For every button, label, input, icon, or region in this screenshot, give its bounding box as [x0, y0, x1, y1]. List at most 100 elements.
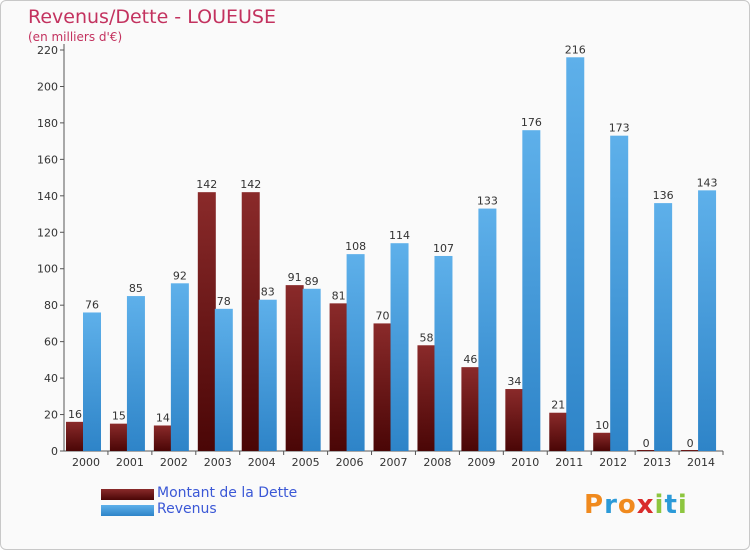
- data-label: 92: [173, 269, 187, 282]
- logo-letter: o: [617, 490, 637, 520]
- legend-label-revenue: Revenus: [157, 501, 217, 517]
- data-label: 142: [196, 178, 217, 191]
- data-label: 133: [477, 195, 498, 208]
- y-tick-label: 0: [51, 445, 58, 458]
- data-label: 89: [305, 275, 319, 288]
- data-label: 10: [595, 419, 609, 432]
- chart-title: Revenus/Dette - LOUEUSE: [28, 6, 276, 28]
- x-tick-label: 2000: [72, 456, 100, 469]
- x-tick-label: 2003: [204, 456, 232, 469]
- logo-letter: t: [664, 490, 678, 520]
- bar-debt: [505, 389, 524, 451]
- x-tick-label: 2007: [380, 456, 408, 469]
- bar-revenue: [302, 288, 321, 451]
- x-tick-label: 2010: [511, 456, 539, 469]
- data-label: 142: [240, 178, 261, 191]
- data-label: 173: [609, 122, 630, 135]
- bar-debt: [329, 303, 348, 451]
- bar-debt: [681, 450, 700, 451]
- bar-debt: [373, 323, 392, 451]
- x-tick-label: 2005: [292, 456, 320, 469]
- y-tick-label: 100: [37, 263, 58, 276]
- data-label: 16: [68, 408, 82, 421]
- data-label: 78: [217, 295, 231, 308]
- bar-debt: [109, 423, 128, 451]
- logo-letter: i: [677, 490, 688, 520]
- x-tick-label: 2009: [467, 456, 495, 469]
- bar-revenue: [698, 190, 717, 451]
- bar-revenue: [654, 203, 673, 451]
- x-tick-label: 2014: [687, 456, 715, 469]
- bar-revenue: [214, 308, 233, 451]
- data-label: 107: [433, 242, 454, 255]
- y-tick-label: 180: [37, 117, 58, 130]
- legend-swatch-debt: [101, 489, 154, 500]
- data-label: 0: [687, 437, 694, 450]
- bar-revenue: [346, 254, 365, 451]
- data-label: 216: [565, 43, 586, 56]
- y-tick-label: 40: [44, 372, 58, 385]
- y-tick-label: 160: [37, 153, 58, 166]
- legend-swatch-revenue: [101, 505, 154, 516]
- y-tick-label: 140: [37, 190, 58, 203]
- y-tick-label: 120: [37, 226, 58, 239]
- bar-debt: [549, 412, 568, 451]
- bar-revenue: [566, 57, 585, 452]
- bar-revenue: [610, 135, 629, 451]
- logo-letter: x: [636, 490, 655, 520]
- y-tick-label: 200: [37, 80, 58, 93]
- bar-revenue: [434, 255, 453, 451]
- legend-label-debt: Montant de la Dette: [157, 485, 298, 501]
- y-tick-label: 80: [44, 299, 58, 312]
- data-label: 91: [288, 271, 302, 284]
- data-label: 46: [463, 353, 477, 366]
- data-label: 176: [521, 116, 542, 129]
- data-label: 136: [653, 189, 674, 202]
- data-label: 34: [507, 375, 521, 388]
- bar-revenue: [478, 208, 497, 451]
- data-label: 108: [345, 240, 366, 253]
- data-label: 143: [697, 176, 718, 189]
- logo-letter: r: [604, 490, 618, 520]
- data-label: 14: [156, 411, 170, 424]
- bar-debt: [153, 425, 172, 451]
- logo-letter: P: [584, 490, 605, 520]
- x-tick-label: 2001: [116, 456, 144, 469]
- x-tick-label: 2004: [248, 456, 276, 469]
- bar-debt: [417, 345, 436, 451]
- x-tick-label: 2008: [423, 456, 451, 469]
- data-label: 85: [129, 282, 143, 295]
- bar-revenue: [258, 299, 277, 451]
- bar-debt: [197, 192, 216, 451]
- y-tick-label: 20: [44, 409, 58, 422]
- y-tick-label: 60: [44, 336, 58, 349]
- x-tick-label: 2012: [599, 456, 627, 469]
- bar-revenue: [390, 243, 409, 451]
- x-tick-label: 2013: [643, 456, 671, 469]
- x-tick-label: 2011: [555, 456, 583, 469]
- bar-debt: [461, 367, 480, 451]
- bar-debt: [66, 421, 84, 451]
- x-tick-label: 2006: [336, 456, 364, 469]
- bar-revenue: [83, 312, 101, 451]
- chart-subtitle: (en milliers d'€): [28, 30, 123, 44]
- x-tick-label: 2002: [160, 456, 188, 469]
- bar-revenue: [126, 296, 145, 451]
- bar-debt: [285, 285, 304, 451]
- data-label: 81: [332, 289, 346, 302]
- logo-letter: i: [654, 490, 665, 520]
- data-label: 0: [643, 437, 650, 450]
- data-label: 76: [85, 298, 99, 311]
- data-label: 114: [389, 229, 410, 242]
- bar-revenue: [170, 283, 189, 451]
- data-label: 21: [551, 399, 565, 412]
- data-label: 58: [419, 331, 433, 344]
- bar-revenue: [522, 130, 541, 451]
- bar-debt: [241, 192, 260, 451]
- bar-debt: [593, 432, 612, 451]
- data-label: 70: [376, 309, 390, 322]
- proxiti-logo: Proxiti: [584, 490, 688, 520]
- data-label: 83: [261, 286, 275, 299]
